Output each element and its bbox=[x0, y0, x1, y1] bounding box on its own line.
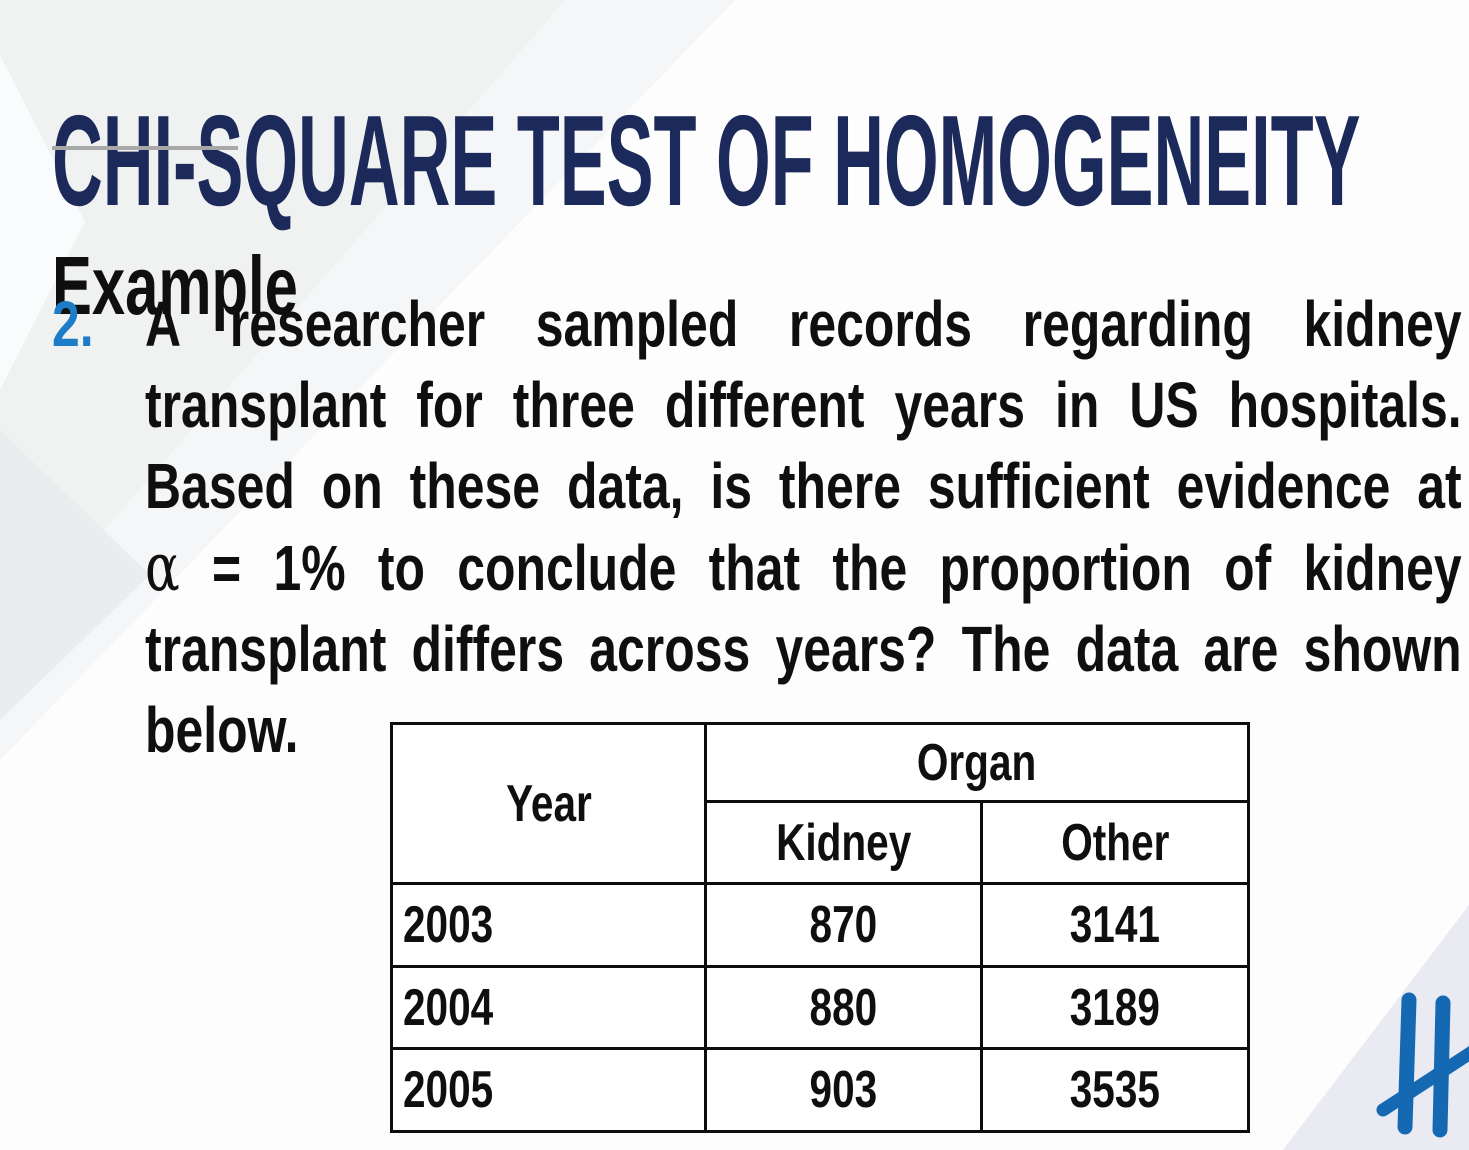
paragraph-line: transplant for three different years in … bbox=[145, 369, 1462, 441]
year-cell: 2003 bbox=[390, 882, 707, 968]
table-header-other: Other bbox=[979, 800, 1251, 885]
table-row: 2003 870 3141 bbox=[390, 882, 1251, 968]
year-cell: 2005 bbox=[390, 1047, 707, 1133]
table-header-kidney: Kidney bbox=[704, 800, 983, 885]
table-header-row: Year Organ bbox=[390, 722, 1251, 885]
h-logo-icon bbox=[1376, 992, 1469, 1138]
other-cell: 3141 bbox=[979, 882, 1251, 968]
table-row: 2004 880 3189 bbox=[390, 965, 1251, 1050]
data-table: Year Organ Kidney Other 2003 870 3141 20… bbox=[390, 722, 1251, 1133]
example-heading: Example bbox=[52, 238, 298, 332]
table-subheader-row: Kidney Other bbox=[392, 800, 1251, 885]
table-row: 2005 903 3535 bbox=[390, 1047, 1251, 1133]
alpha-symbol: α bbox=[145, 529, 180, 606]
paragraph-line: below. bbox=[145, 694, 299, 766]
paragraph-line: A researcher sampled records regarding k… bbox=[145, 288, 1462, 360]
paragraph-line: α = 1% to conclude that the proportion o… bbox=[145, 527, 1462, 609]
paragraph-line: transplant differs across years? The dat… bbox=[145, 613, 1462, 685]
kidney-cell: 870 bbox=[704, 882, 983, 968]
paragraph-line-text: = 1% to conclude that the proportion of … bbox=[179, 532, 1462, 604]
year-cell: 2004 bbox=[390, 965, 707, 1050]
title-underline bbox=[52, 146, 238, 150]
other-cell: 3535 bbox=[979, 1047, 1251, 1133]
example-paragraph: A researcher sampled records regarding k… bbox=[145, 284, 1469, 771]
table-header-organ: Organ bbox=[703, 722, 1251, 803]
page-title: CHI-SQUARE TEST OF HOMOGENEITY bbox=[52, 89, 1361, 234]
other-cell: 3189 bbox=[979, 965, 1251, 1050]
table-header-year: Year bbox=[390, 722, 707, 885]
item-number: 2. bbox=[52, 288, 94, 360]
paragraph-line: Based on these data, is there sufficient… bbox=[145, 450, 1462, 522]
kidney-cell: 880 bbox=[704, 965, 983, 1050]
kidney-cell: 903 bbox=[704, 1047, 983, 1133]
